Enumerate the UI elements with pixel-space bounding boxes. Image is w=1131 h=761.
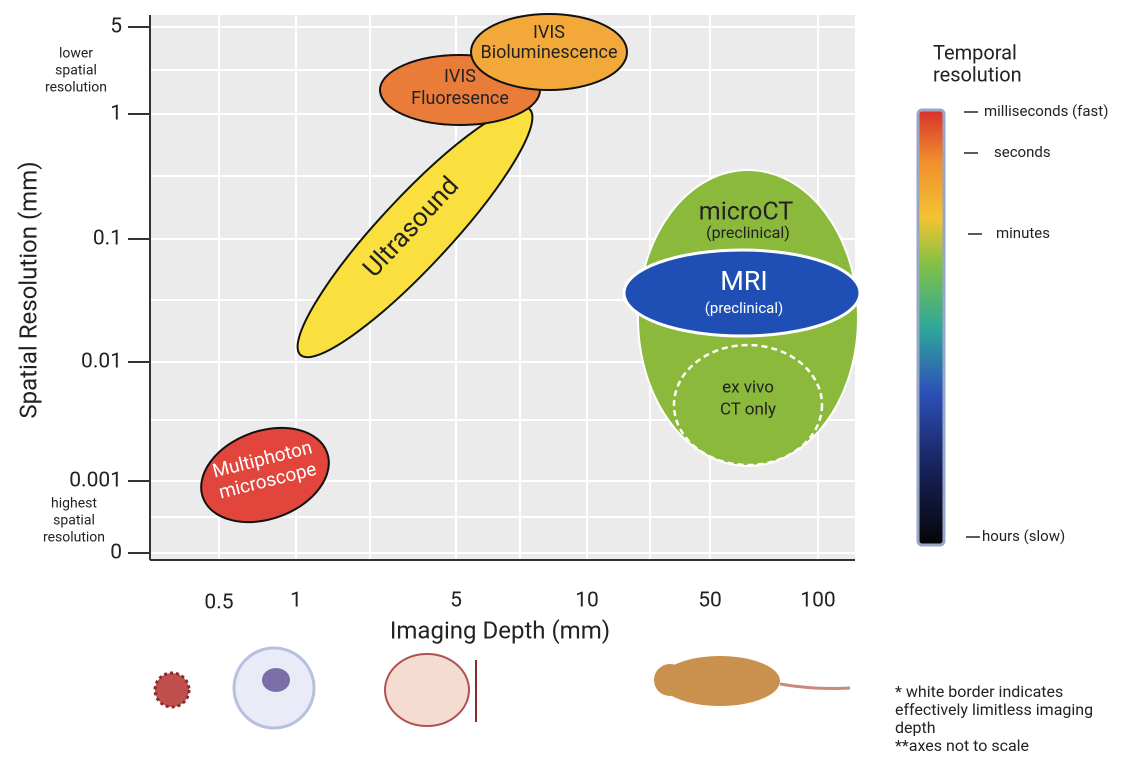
y-tick-label: 0.1 xyxy=(93,227,122,251)
region-label: IVIS xyxy=(533,22,565,43)
y-tick-label: 0.001 xyxy=(69,469,122,493)
x-tick-label: 100 xyxy=(800,589,835,613)
y-tick-label: 5 xyxy=(110,15,122,39)
region-note: (preclinical) xyxy=(705,299,783,317)
temporal-bar xyxy=(918,110,944,545)
footnote: * white border indicates xyxy=(895,682,1063,701)
footnote: effectively limitless imaging xyxy=(895,700,1093,719)
scale-level: milliseconds (fast) xyxy=(984,102,1108,120)
y-note: resolution xyxy=(43,530,105,546)
scale-level: hours (slow) xyxy=(982,527,1065,545)
region-label: CT only xyxy=(720,399,776,419)
x-tick-label: 10 xyxy=(575,589,599,613)
y-axis-label: Spatial Resolution (mm) xyxy=(14,161,42,418)
y-tick-label: 1 xyxy=(110,102,122,126)
footnote: depth xyxy=(895,718,936,737)
y-note: highest xyxy=(51,496,97,512)
y-note: resolution xyxy=(45,80,107,96)
y-tick-label: 0.01 xyxy=(81,350,122,374)
region-label: Fluoresence xyxy=(411,88,509,109)
x-axis-label: Imaging Depth (mm) xyxy=(390,616,610,644)
region-label: ex vivo xyxy=(722,377,774,397)
region-label: Bioluminescence xyxy=(481,42,618,63)
scale-title: resolution xyxy=(933,62,1022,86)
y-note: spatial xyxy=(55,63,97,79)
x-tick-label: 1 xyxy=(290,589,302,613)
scale-level: minutes xyxy=(996,224,1050,242)
figure: 5 1 0.1 0.01 0.001 0 0.5 1 5 10 50 100 I… xyxy=(0,0,1131,761)
region-label: MRI xyxy=(720,265,768,297)
scale-dashes xyxy=(964,112,982,537)
region-note: (preclinical) xyxy=(706,223,790,242)
y-tick-label: 0 xyxy=(110,541,122,565)
scale-level: seconds xyxy=(994,143,1051,161)
region-label: IVIS xyxy=(444,66,476,87)
y-note: spatial xyxy=(53,513,95,529)
y-note: lower xyxy=(59,46,93,62)
scale-title: Temporal xyxy=(933,40,1017,64)
x-tick-label: 0.5 xyxy=(204,591,233,615)
icons xyxy=(155,648,850,728)
footnote: **axes not to scale xyxy=(895,736,1029,755)
x-tick-label: 5 xyxy=(450,589,462,613)
x-tick-label: 50 xyxy=(698,589,722,613)
